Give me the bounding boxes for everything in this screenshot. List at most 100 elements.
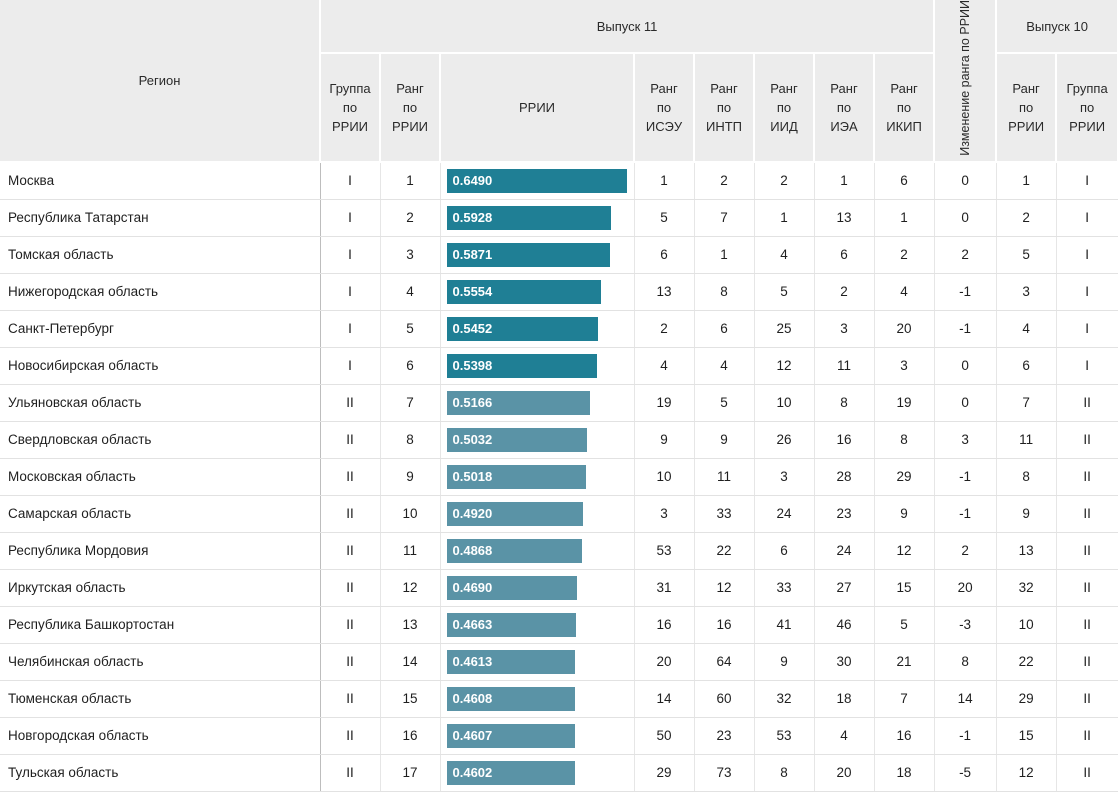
rank-iid-cell: 8 [754, 754, 815, 792]
rank-ikip-cell: 19 [874, 383, 935, 422]
rank-iseu-cell: 13 [634, 273, 695, 311]
rank-iid-cell: 12 [754, 347, 815, 385]
rrii-cell: 0.5166 [440, 383, 635, 422]
rank-iea-cell: 13 [814, 199, 875, 237]
rrii-value: 0.4607 [452, 728, 493, 744]
group10-cell: I [1056, 273, 1118, 311]
rank-change-cell: 2 [934, 532, 997, 570]
issue-11-header: Выпуск 11 [320, 0, 936, 55]
rank-change-cell: -1 [934, 273, 997, 311]
rrii-bar: 0.5018 [446, 464, 586, 489]
table-row: Тюменская область II 15 0.4608 14 60 32 18 7 14 29… [0, 680, 1118, 718]
rank10-cell: 6 [996, 347, 1057, 385]
rrii-cell: 0.4663 [440, 606, 635, 644]
rank-ikip-cell: 18 [874, 754, 935, 792]
rank-iea-cell: 24 [814, 532, 875, 570]
rank-iea-cell: 1 [814, 161, 875, 200]
region-cell: Свердловская область [0, 421, 321, 459]
rrii-cell: 0.5018 [440, 458, 635, 496]
rank-iseu-cell: 3 [634, 495, 695, 533]
rrii-cell: 0.5398 [440, 347, 635, 385]
rank-change-cell: -1 [934, 495, 997, 533]
rank-change-cell: 0 [934, 383, 997, 422]
rrii-bar: 0.4608 [446, 686, 575, 711]
rank-iseu-cell: 9 [634, 421, 695, 459]
group10-cell: II [1056, 754, 1118, 792]
rank-iea-cell: 8 [814, 383, 875, 422]
rank-iid-cell: 5 [754, 273, 815, 311]
region-cell: Новосибирская область [0, 347, 321, 385]
rank-iseu-cell: 50 [634, 717, 695, 755]
group10-cell: II [1056, 569, 1118, 607]
rank-ikip-cell: 15 [874, 569, 935, 607]
rank-iid-cell: 33 [754, 569, 815, 607]
rrii-cell: 0.4868 [440, 532, 635, 570]
region-cell: Ульяновская область [0, 383, 321, 422]
group-cell: II [319, 458, 381, 496]
rank-intp-cell: 7 [694, 199, 755, 237]
rank-iid-cell: 10 [754, 383, 815, 422]
rank-cell: 8 [380, 421, 441, 459]
rank-ikip-cell: 4 [874, 273, 935, 311]
rrii-value: 0.4663 [452, 617, 493, 633]
rank10-header: Ранг по РРИИ [996, 53, 1058, 163]
rrii-value: 0.5452 [452, 321, 493, 337]
rrii-bar: 0.5032 [446, 427, 587, 452]
group-cell: II [319, 680, 381, 718]
rank-change-label: Изменение ранга по РРИИ [958, 0, 973, 156]
rank-iseu-cell: 10 [634, 458, 695, 496]
rank10-cell: 11 [996, 421, 1057, 459]
rank-intp-header: Ранг по ИНТП [694, 53, 755, 163]
table-row: Нижегородская область I 4 0.5554 13 8 5 2 4 -1 3 I [0, 273, 1118, 311]
group-cell: II [319, 495, 381, 533]
region-cell: Самарская область [0, 495, 321, 533]
rrii-bar: 0.5452 [446, 316, 598, 341]
rank-ikip-cell: 6 [874, 161, 935, 200]
rank-iseu-cell: 19 [634, 383, 695, 422]
rank-cell: 16 [380, 717, 441, 755]
group-cell: I [319, 161, 381, 200]
rank-iid-cell: 32 [754, 680, 815, 718]
rrii-value: 0.5928 [452, 210, 493, 226]
group10-cell: II [1056, 680, 1118, 718]
rank-ikip-cell: 2 [874, 236, 935, 274]
rrii-cell: 0.5554 [440, 273, 635, 311]
rank-cell: 5 [380, 310, 441, 348]
region-cell: Челябинская область [0, 643, 321, 681]
rank-ikip-cell: 16 [874, 717, 935, 755]
rank-cell: 12 [380, 569, 441, 607]
rank-change-cell: -1 [934, 310, 997, 348]
table-row: Республика Мордовия II 11 0.4868 53 22 6 24 12 2 1… [0, 532, 1118, 570]
rank10-cell: 13 [996, 532, 1057, 570]
rank-iseu-cell: 14 [634, 680, 695, 718]
group-cell: II [319, 717, 381, 755]
rank-iea-cell: 46 [814, 606, 875, 644]
rank-iea-cell: 16 [814, 421, 875, 459]
rank-intp-cell: 22 [694, 532, 755, 570]
rrii-value: 0.5018 [452, 469, 493, 485]
table-row: Новосибирская область I 6 0.5398 4 4 12 11 3 0 6 I [0, 347, 1118, 385]
rank-ikip-cell: 29 [874, 458, 935, 496]
rank-cell: 13 [380, 606, 441, 644]
rank-change-cell: -5 [934, 754, 997, 792]
group10-cell: I [1056, 347, 1118, 385]
rank-intp-cell: 9 [694, 421, 755, 459]
region-cell: Республика Башкортостан [0, 606, 321, 644]
rank-intp-cell: 12 [694, 569, 755, 607]
rank-iseu-header: Ранг по ИСЭУ [634, 53, 695, 163]
rank-iea-cell: 20 [814, 754, 875, 792]
rank-cell: 17 [380, 754, 441, 792]
rank-ikip-cell: 7 [874, 680, 935, 718]
table-row: Иркутская область II 12 0.4690 31 12 33 27 15 20 3… [0, 569, 1118, 607]
rrii-value: 0.4920 [452, 506, 493, 522]
rank-iid-cell: 41 [754, 606, 815, 644]
rank-ikip-cell: 3 [874, 347, 935, 385]
group10-cell: I [1056, 161, 1118, 200]
group-cell: I [319, 236, 381, 274]
rank-cell: 11 [380, 532, 441, 570]
group10-cell: I [1056, 199, 1118, 237]
rank-ikip-cell: 20 [874, 310, 935, 348]
rank10-cell: 3 [996, 273, 1057, 311]
rank10-cell: 5 [996, 236, 1057, 274]
table-row: Ульяновская область II 7 0.5166 19 5 10 8 19 0 7 II [0, 383, 1118, 422]
